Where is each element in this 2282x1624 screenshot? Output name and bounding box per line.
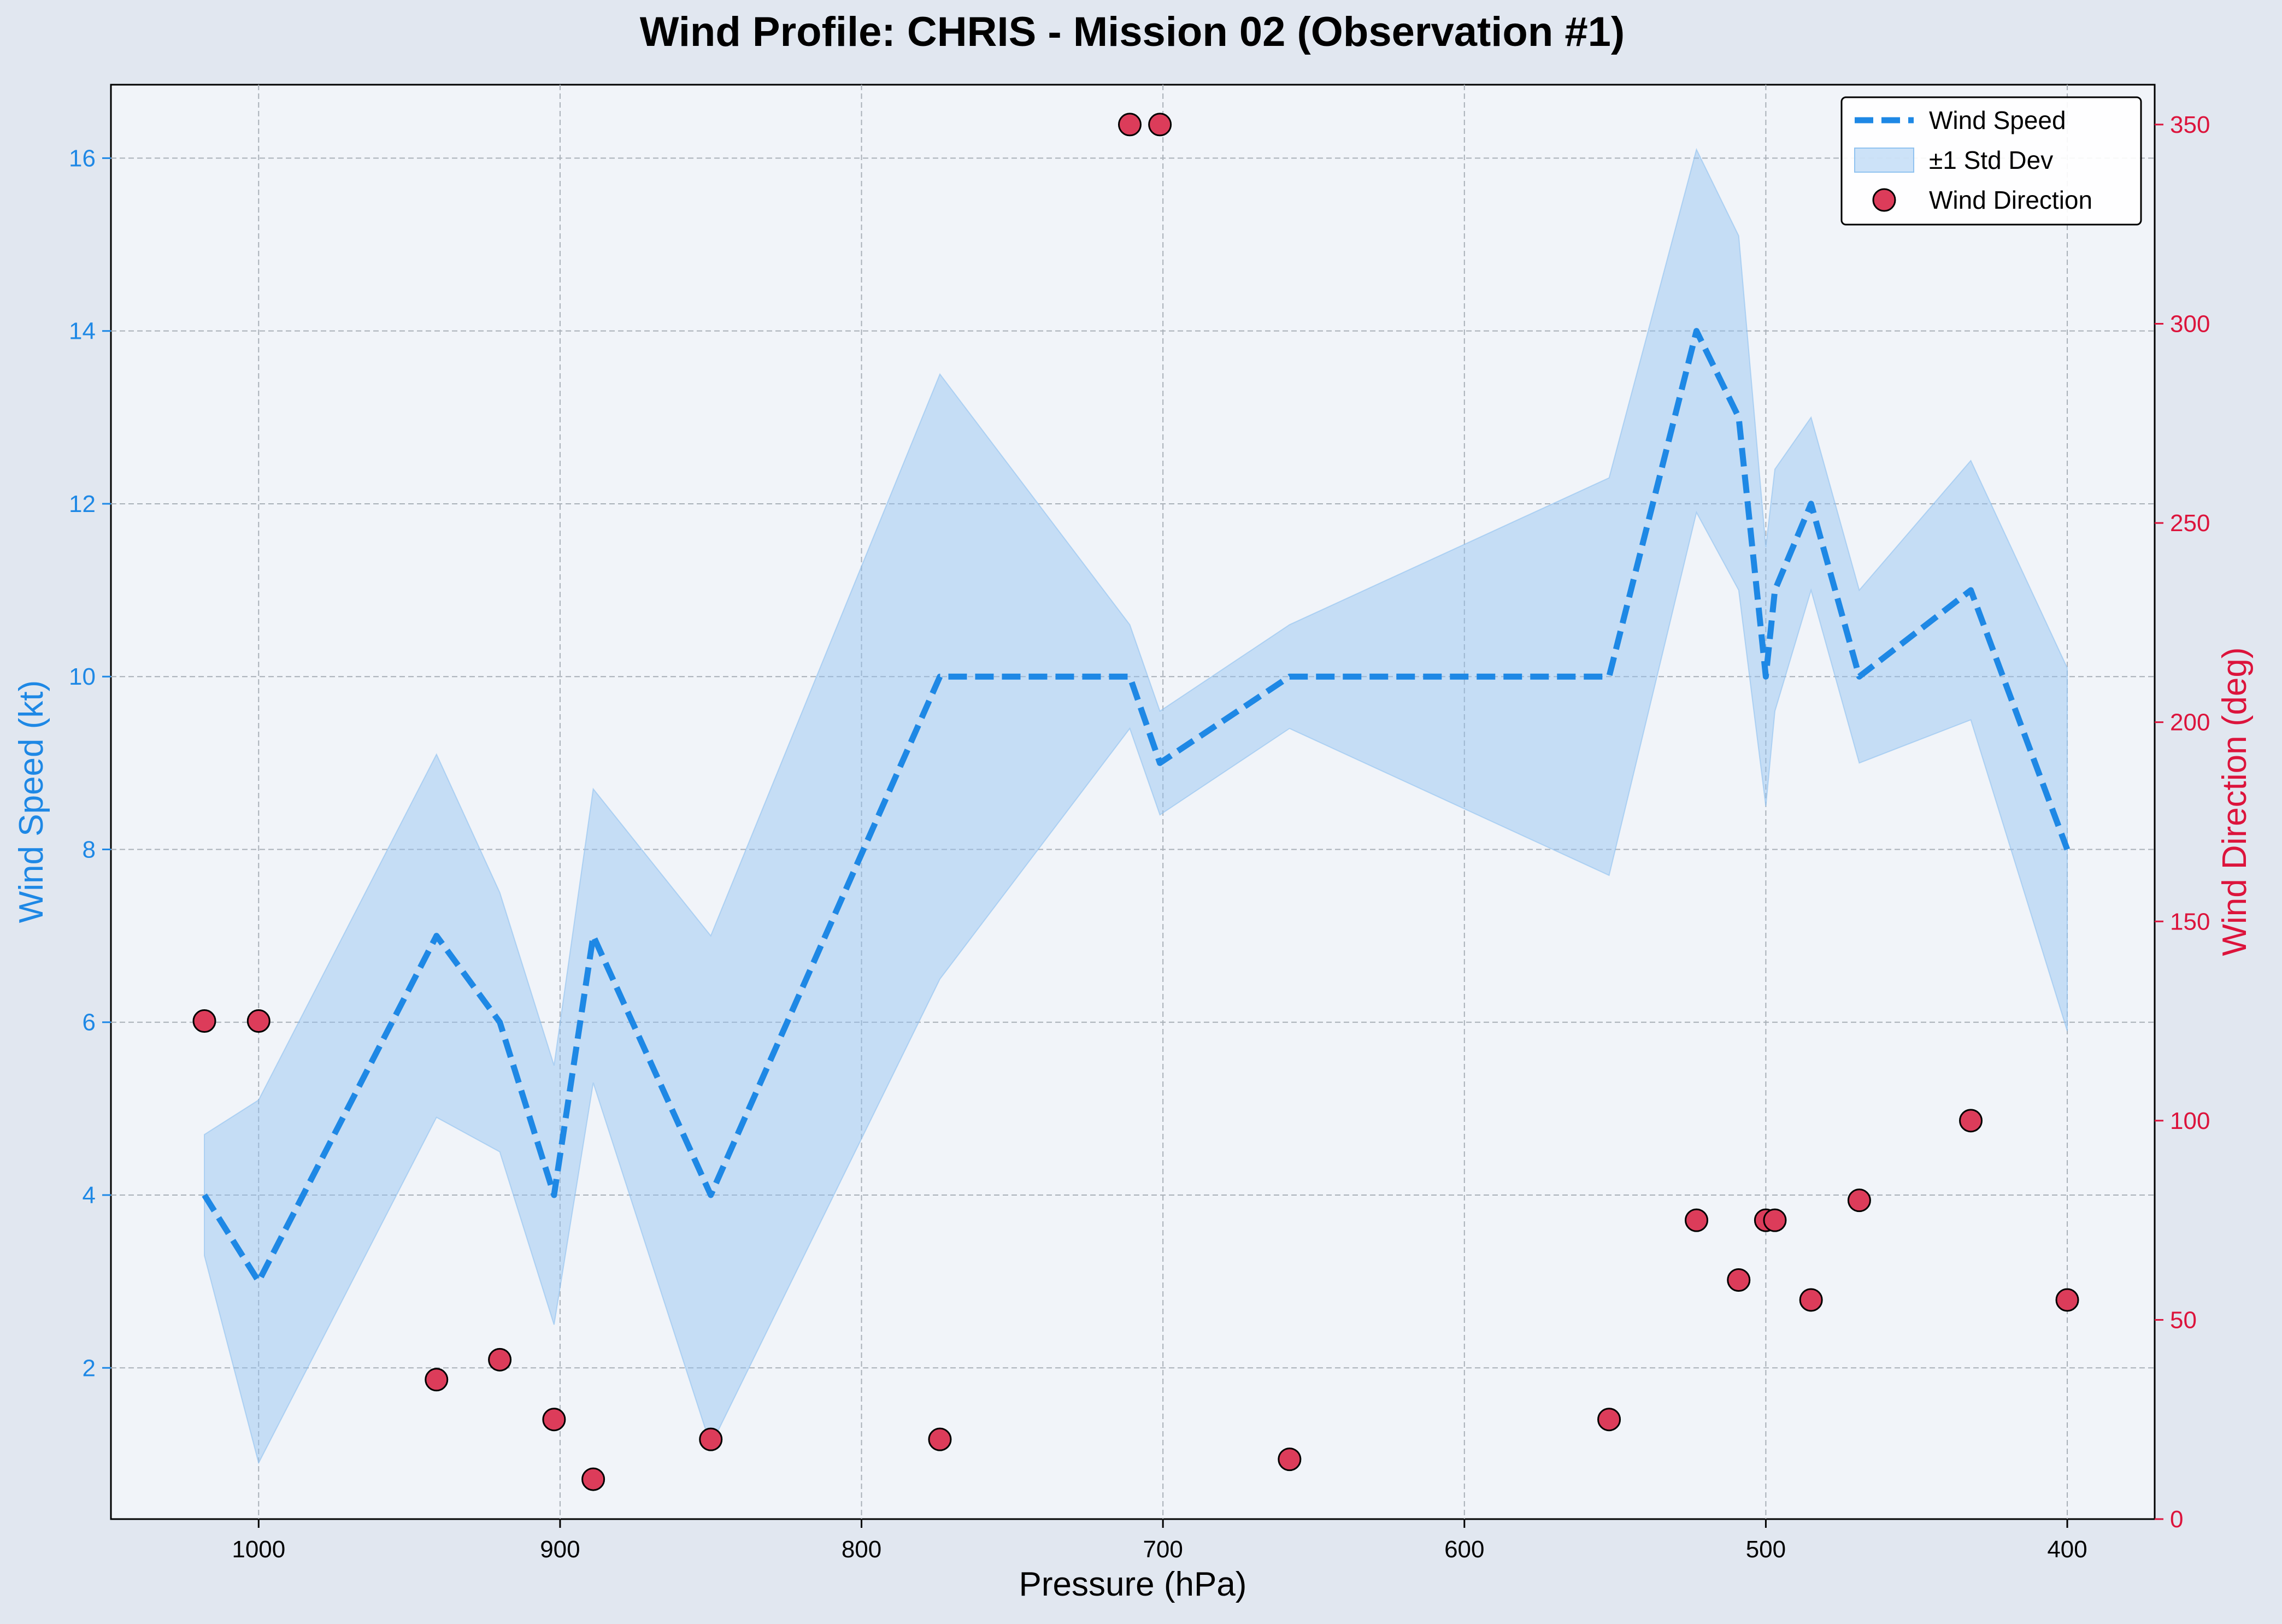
wind-direction-point: [1685, 1208, 1709, 1232]
plot-area: [110, 84, 2156, 1520]
wind-direction-scatter-layer: [192, 113, 2079, 1491]
wind-direction-point: [1727, 1268, 1751, 1292]
y-tick-label-right: 300: [2170, 311, 2210, 338]
legend: Wind Speed ±1 Std Dev Wind Direction: [1840, 96, 2142, 226]
wind-direction-point: [699, 1427, 723, 1451]
y-tick-label-left: 16: [69, 145, 96, 172]
wind-direction-point: [928, 1427, 952, 1451]
y-axis-label-left: Wind Speed (kt): [13, 680, 50, 923]
legend-label: Wind Speed: [1929, 106, 2066, 134]
x-tick-label: 800: [842, 1536, 881, 1563]
x-tick-label: 600: [1444, 1536, 1484, 1563]
wind-speed-line-layer: [202, 328, 2071, 1285]
wind-direction-point: [1278, 1448, 1302, 1472]
legend-label: ±1 Std Dev: [1929, 146, 2053, 174]
y-tick-label-right: 100: [2170, 1108, 2210, 1134]
y-tick-label-left: 14: [69, 318, 96, 345]
y-tick-label-left: 12: [69, 491, 96, 517]
legend-swatch-wind-direction: [1872, 188, 1896, 212]
std-dev-band-layer: [204, 148, 2068, 1464]
y-tick-label-left: 4: [83, 1182, 96, 1209]
y-tick-label-right: 0: [2170, 1506, 2183, 1533]
x-tick-label: 900: [540, 1536, 580, 1563]
wind-direction-point: [192, 1009, 216, 1033]
y-axis-label-right: Wind Direction (deg): [2216, 647, 2254, 956]
x-tick-label: 500: [1746, 1536, 1786, 1563]
y-tick-label-right: 200: [2170, 709, 2210, 736]
wind-direction-point: [425, 1368, 449, 1392]
wind-direction-point: [581, 1467, 605, 1491]
legend-label: Wind Direction: [1929, 186, 2092, 214]
y-tick-label-right: 150: [2170, 908, 2210, 935]
y-tick-label-left: 8: [83, 836, 96, 863]
wind-direction-point: [1763, 1208, 1787, 1232]
wind-direction-point: [542, 1408, 566, 1432]
wind-direction-point: [1847, 1188, 1871, 1213]
x-tick-label: 700: [1143, 1536, 1183, 1563]
y-tick-label-left: 2: [83, 1355, 96, 1381]
axes: 1000 900 800 700 600 500 400 2 4 6 8 10 12 14 16 0 50 100…: [69, 111, 2210, 1563]
y-tick-label-left: 6: [83, 1009, 96, 1036]
legend-swatch-std-dev: [1854, 148, 1914, 173]
x-axis-label: Pressure (hPa): [1019, 1566, 1247, 1603]
wind-direction-point: [1959, 1109, 1983, 1133]
wind-direction-point: [1597, 1408, 1621, 1432]
wind-direction-point: [1118, 113, 1142, 137]
x-tick-label: 400: [2047, 1536, 2087, 1563]
legend-box: [1840, 96, 2142, 226]
y-tick-label-right: 350: [2170, 111, 2210, 138]
y-tick-label-right: 50: [2170, 1307, 2197, 1333]
std-dev-band: [204, 148, 2068, 1464]
chart-title: Wind Profile: CHRIS - Mission 02 (Observ…: [640, 9, 1625, 55]
wind-direction-point: [1799, 1288, 1823, 1312]
wind-direction-point: [2055, 1288, 2079, 1312]
wind-direction-point: [1148, 113, 1172, 137]
x-tick-label: 1000: [232, 1536, 285, 1563]
y-tick-label-left: 10: [69, 663, 96, 690]
y-tick-label-right: 250: [2170, 510, 2210, 537]
wind-direction-point: [488, 1348, 512, 1372]
wind-speed-line: [202, 328, 2071, 1285]
wind-direction-point: [246, 1009, 270, 1033]
